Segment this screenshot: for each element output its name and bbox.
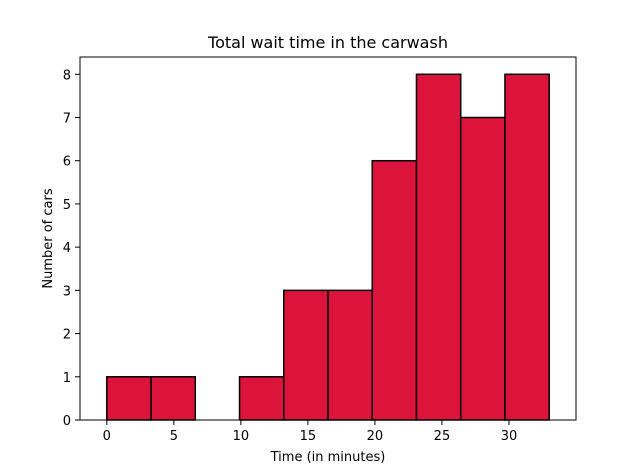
histogram-bar <box>283 289 329 421</box>
x-tick-label: 10 <box>233 429 250 444</box>
histogram-bar <box>106 376 152 421</box>
x-axis-label: Time (in minutes) <box>270 450 386 465</box>
x-ticks: 0 5 10 15 20 25 30 <box>103 420 518 444</box>
x-tick-label: 30 <box>501 429 518 444</box>
x-tick-label: 20 <box>367 429 384 444</box>
y-tick-label: 4 <box>63 241 71 256</box>
y-tick-label: 1 <box>63 371 71 386</box>
y-tick-label: 5 <box>63 198 71 213</box>
y-tick-label: 7 <box>63 112 71 127</box>
y-tick-label: 6 <box>63 155 71 170</box>
plot-frame <box>79 56 577 421</box>
x-tick-label: 25 <box>434 429 451 444</box>
histogram-bar <box>504 73 550 421</box>
y-axis-label: Number of cars <box>41 188 56 288</box>
histogram-bar <box>327 289 373 421</box>
bars-layer <box>106 73 550 421</box>
x-tick-label: 15 <box>300 429 317 444</box>
x-tick-label: 0 <box>103 429 111 444</box>
y-ticks: 0 1 2 3 4 5 6 7 8 <box>63 68 80 429</box>
histogram-bar <box>238 376 285 421</box>
y-tick-label: 2 <box>63 328 71 343</box>
histogram-bar <box>415 73 462 421</box>
histogram-bar <box>150 376 197 421</box>
y-tick-label: 8 <box>63 68 71 83</box>
histogram-bar <box>459 116 506 421</box>
y-tick-label: 3 <box>63 284 71 299</box>
histogram-bar <box>371 159 418 421</box>
y-tick-label: 0 <box>63 414 71 429</box>
chart-title: Total wait time in the carwash <box>207 33 448 52</box>
x-tick-label: 5 <box>170 429 178 444</box>
